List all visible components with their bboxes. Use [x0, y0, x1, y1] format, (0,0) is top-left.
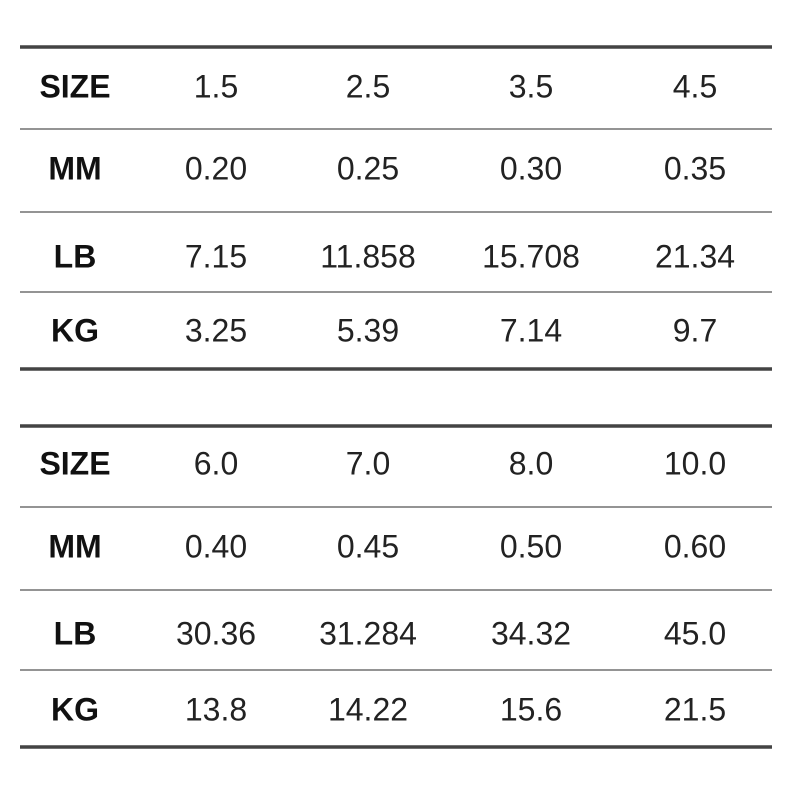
cell: 9.7 — [673, 312, 717, 348]
cell: 0.30 — [500, 150, 562, 186]
row-header: MM — [48, 150, 101, 186]
cell: 0.40 — [185, 528, 247, 564]
cell: 0.20 — [185, 150, 247, 186]
cell: 4.5 — [673, 68, 717, 104]
cell: 21.34 — [655, 238, 735, 274]
cell: 14.22 — [328, 691, 408, 727]
cell: 0.50 — [500, 528, 562, 564]
row-header: MM — [48, 528, 101, 564]
cell: 8.0 — [509, 445, 553, 481]
cell: 0.45 — [337, 528, 399, 564]
row-header: LB — [54, 615, 97, 651]
cell: 7.15 — [185, 238, 247, 274]
cell: 13.8 — [185, 691, 247, 727]
row-header: SIZE — [39, 445, 110, 481]
cell: 11.858 — [320, 238, 416, 274]
cell: 0.60 — [664, 528, 726, 564]
cell: 15.708 — [482, 238, 580, 274]
row-header: KG — [51, 312, 99, 348]
cell: 15.6 — [500, 691, 562, 727]
cell: 3.5 — [509, 68, 553, 104]
cell: 3.25 — [185, 312, 247, 348]
cell: 45.0 — [664, 615, 726, 651]
cell: 7.14 — [500, 312, 562, 348]
cell: 2.5 — [346, 68, 390, 104]
cell: 0.25 — [337, 150, 399, 186]
cell: 31.284 — [319, 615, 417, 651]
cell: 7.0 — [346, 445, 390, 481]
cell: 34.32 — [491, 615, 571, 651]
cell: 5.39 — [337, 312, 399, 348]
row-header: KG — [51, 691, 99, 727]
cell: 6.0 — [194, 445, 238, 481]
cell: 30.36 — [176, 615, 256, 651]
cell: 21.5 — [664, 691, 726, 727]
cell: 0.35 — [664, 150, 726, 186]
cell: 1.5 — [194, 68, 238, 104]
cell: 10.0 — [664, 445, 726, 481]
row-header: SIZE — [39, 68, 110, 104]
row-header: LB — [54, 238, 97, 274]
